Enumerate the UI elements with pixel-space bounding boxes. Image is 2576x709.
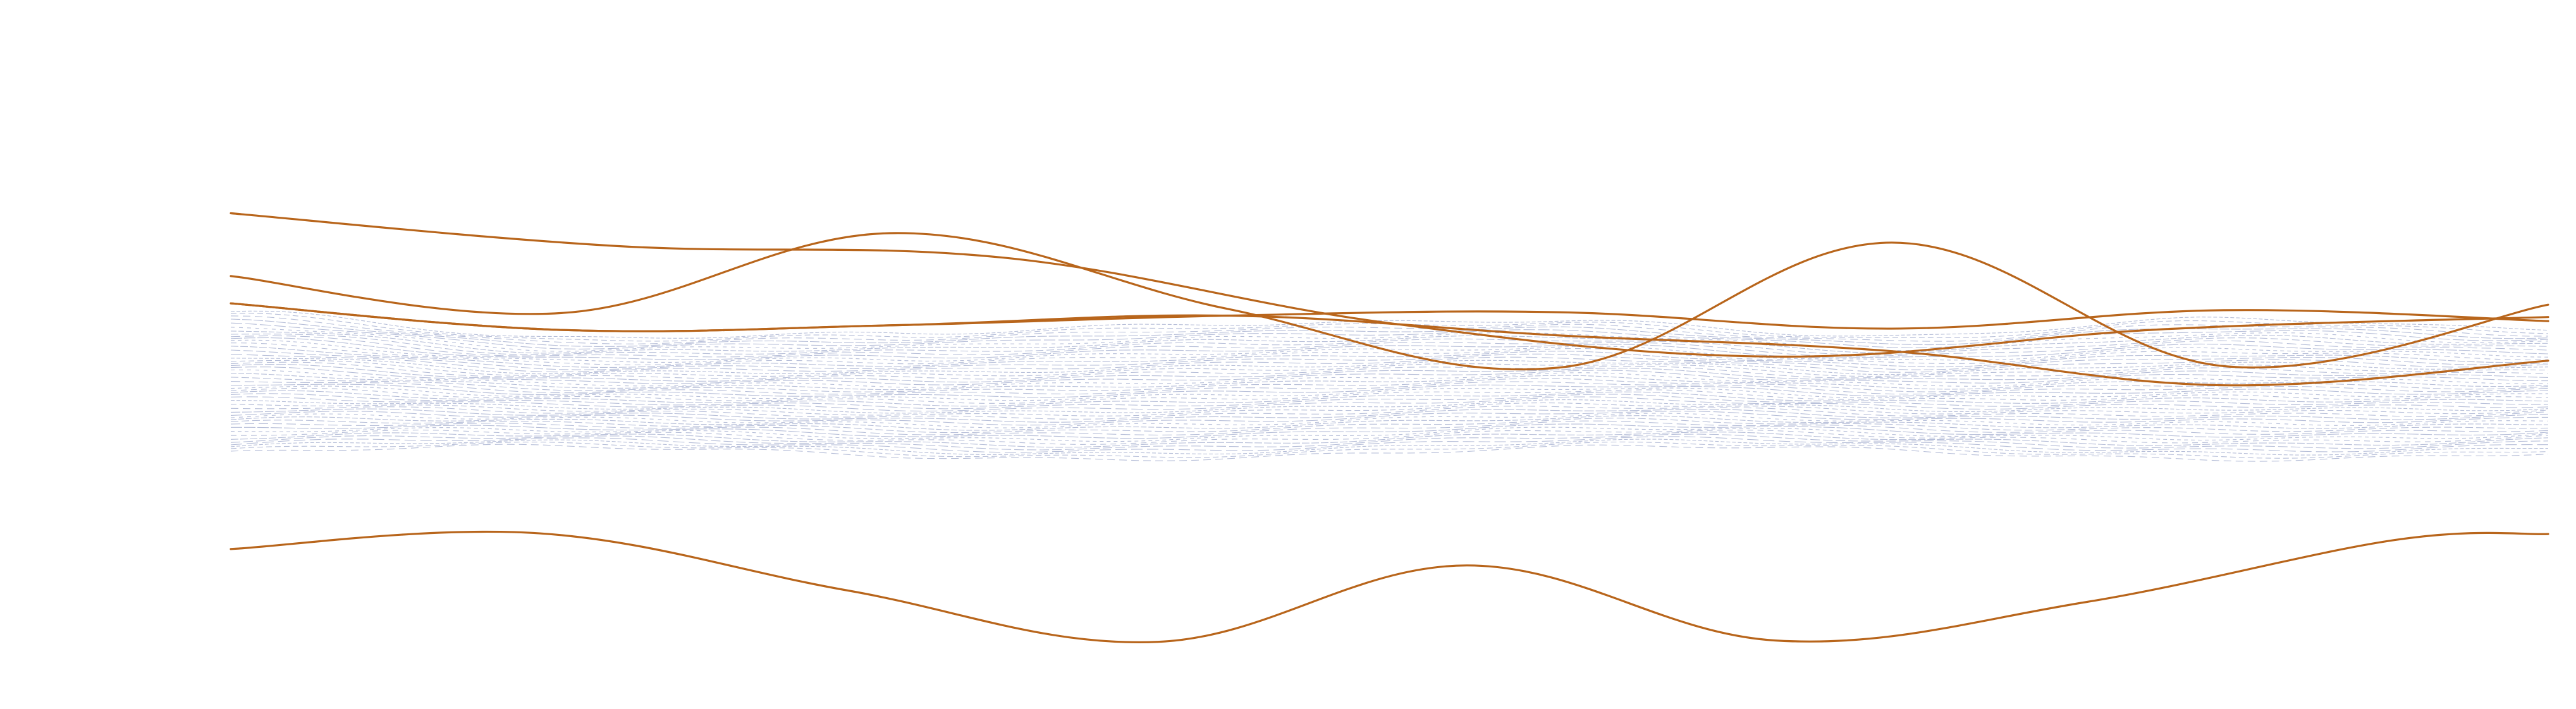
series-line-2 [230, 232, 2549, 371]
texture-line [230, 420, 2549, 436]
texture-line [231, 430, 2549, 445]
texture-line [230, 413, 2549, 428]
texture-line [230, 315, 2549, 344]
texture-line [230, 436, 2549, 453]
texture-line [230, 361, 2549, 380]
series-line-5 [230, 530, 2549, 643]
texture-line [230, 335, 2549, 358]
texture-line [230, 384, 2549, 398]
texture-line [230, 364, 2549, 383]
texture-line [230, 441, 2549, 459]
texture-line [230, 393, 2549, 409]
texture-line [230, 360, 2549, 377]
series-layer [230, 212, 2549, 643]
texture-line [230, 310, 2549, 339]
texture-line [230, 432, 2549, 448]
texture-line [230, 418, 2549, 433]
texture-line [230, 354, 2549, 373]
texture-line [230, 390, 2549, 407]
texture-line [230, 406, 2549, 420]
texture-line [230, 330, 2549, 354]
texture-line [230, 349, 2549, 370]
texture-line [230, 396, 2549, 412]
texture-line [230, 387, 2549, 404]
texture-line [230, 411, 2549, 426]
texture-line [230, 380, 2549, 395]
texture-line [230, 433, 2549, 451]
texture-line [230, 334, 2549, 355]
texture-line [230, 385, 2549, 401]
texture-line [230, 444, 2549, 462]
texture-line [230, 415, 2549, 431]
texture-line [230, 439, 2548, 456]
texture-line [230, 399, 2549, 414]
texture-line [230, 369, 2549, 388]
series-line-4 [230, 302, 2549, 387]
texture-line [230, 346, 2549, 368]
texture-line [230, 367, 2549, 385]
texture-line [230, 408, 2549, 423]
texture-line [230, 358, 2549, 375]
texture-line [230, 322, 2549, 349]
texture-line [231, 423, 2549, 439]
blue-texture-band [230, 310, 2549, 462]
texture-line [230, 402, 2549, 416]
texture-line [230, 327, 2549, 352]
texture-line [230, 318, 2549, 347]
texture-line [230, 337, 2549, 360]
